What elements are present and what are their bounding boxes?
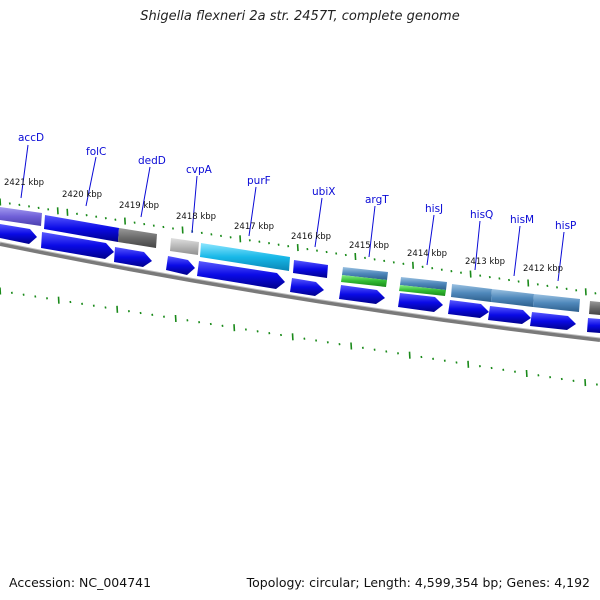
gene-arrow[interactable] [530, 312, 576, 330]
reverse-strand-arrows [0, 224, 600, 333]
gene-label-purF[interactable]: purF [247, 175, 271, 187]
kbp-label: 2415 kbp [349, 241, 389, 251]
gene-label-dedD[interactable]: dedD [138, 155, 166, 167]
feature-hisQ-block[interactable] [451, 284, 492, 302]
genome-backbone [0, 242, 600, 342]
feature-hisJ-rna[interactable] [399, 285, 446, 296]
kbp-label: 2414 kbp [407, 249, 447, 259]
gene-arrow[interactable] [166, 256, 195, 275]
feature-argT-rna[interactable] [341, 275, 387, 287]
gene-arrow[interactable] [398, 293, 443, 312]
feature-hisJ-steel[interactable] [400, 277, 447, 290]
kbp-label: 2417 kbp [234, 222, 274, 232]
kbp-scale-labels: 2421 kbp 2420 kbp 2419 kbp 2418 kbp 2417… [4, 178, 563, 274]
accession-text: Accession: NC_004741 [9, 575, 152, 590]
gene-arrow[interactable] [114, 247, 152, 267]
gene-labels: accD folC dedD cvpA purF ubiX argT hisJ … [18, 132, 576, 282]
feature-hisP-block[interactable] [533, 294, 580, 312]
gene-arrow[interactable] [488, 306, 531, 324]
gene-label-hisM[interactable]: hisM [510, 214, 534, 226]
gene-arrow[interactable] [290, 278, 324, 296]
gene-label-accD[interactable]: accD [18, 132, 44, 144]
kbp-label: 2419 kbp [119, 201, 159, 211]
map-title: Shigella flexneri 2a str. 2457T, complet… [140, 9, 460, 24]
genome-backbone-highlight [0, 241, 600, 339]
lower-tick-ring [0, 287, 598, 387]
gene-label-hisJ[interactable]: hisJ [425, 203, 443, 215]
gene-arrow[interactable] [0, 224, 37, 244]
kbp-label: 2418 kbp [176, 212, 216, 222]
gene-arrow[interactable] [587, 318, 600, 333]
gene-arrow[interactable] [41, 232, 114, 259]
kbp-label: 2421 kbp [4, 178, 44, 188]
feature-cvpA-block[interactable] [170, 238, 199, 255]
feature-hisM-block[interactable] [491, 289, 534, 307]
gene-arrow[interactable] [339, 285, 385, 304]
feature-accD-block[interactable] [0, 207, 42, 226]
gene-label-hisQ[interactable]: hisQ [470, 209, 493, 221]
gene-label-argT[interactable]: argT [365, 194, 389, 206]
feature-edge-block[interactable] [589, 301, 600, 315]
kbp-label: 2416 kbp [291, 232, 331, 242]
gene-label-hisP[interactable]: hisP [555, 220, 576, 232]
kbp-label: 2412 kbp [523, 264, 563, 274]
gene-label-folC[interactable]: folC [86, 146, 106, 158]
gene-arrow[interactable] [448, 300, 489, 318]
gene-label-cvpA[interactable]: cvpA [186, 164, 213, 176]
forward-strand-features [0, 207, 600, 315]
feature-ubiX-block[interactable] [293, 260, 328, 278]
upper-tick-ring [0, 198, 597, 296]
gene-arrow[interactable] [197, 261, 285, 289]
feature-dedD-block[interactable] [118, 228, 157, 248]
genome-summary-text: Topology: circular; Length: 4,599,354 bp… [246, 575, 590, 590]
kbp-label: 2413 kbp [465, 257, 505, 267]
feature-purF-block[interactable] [200, 243, 290, 271]
feature-folC-block[interactable] [44, 215, 119, 242]
gene-label-ubiX[interactable]: ubiX [312, 186, 335, 198]
feature-argT-steel[interactable] [342, 267, 388, 280]
kbp-label: 2420 kbp [62, 190, 102, 200]
